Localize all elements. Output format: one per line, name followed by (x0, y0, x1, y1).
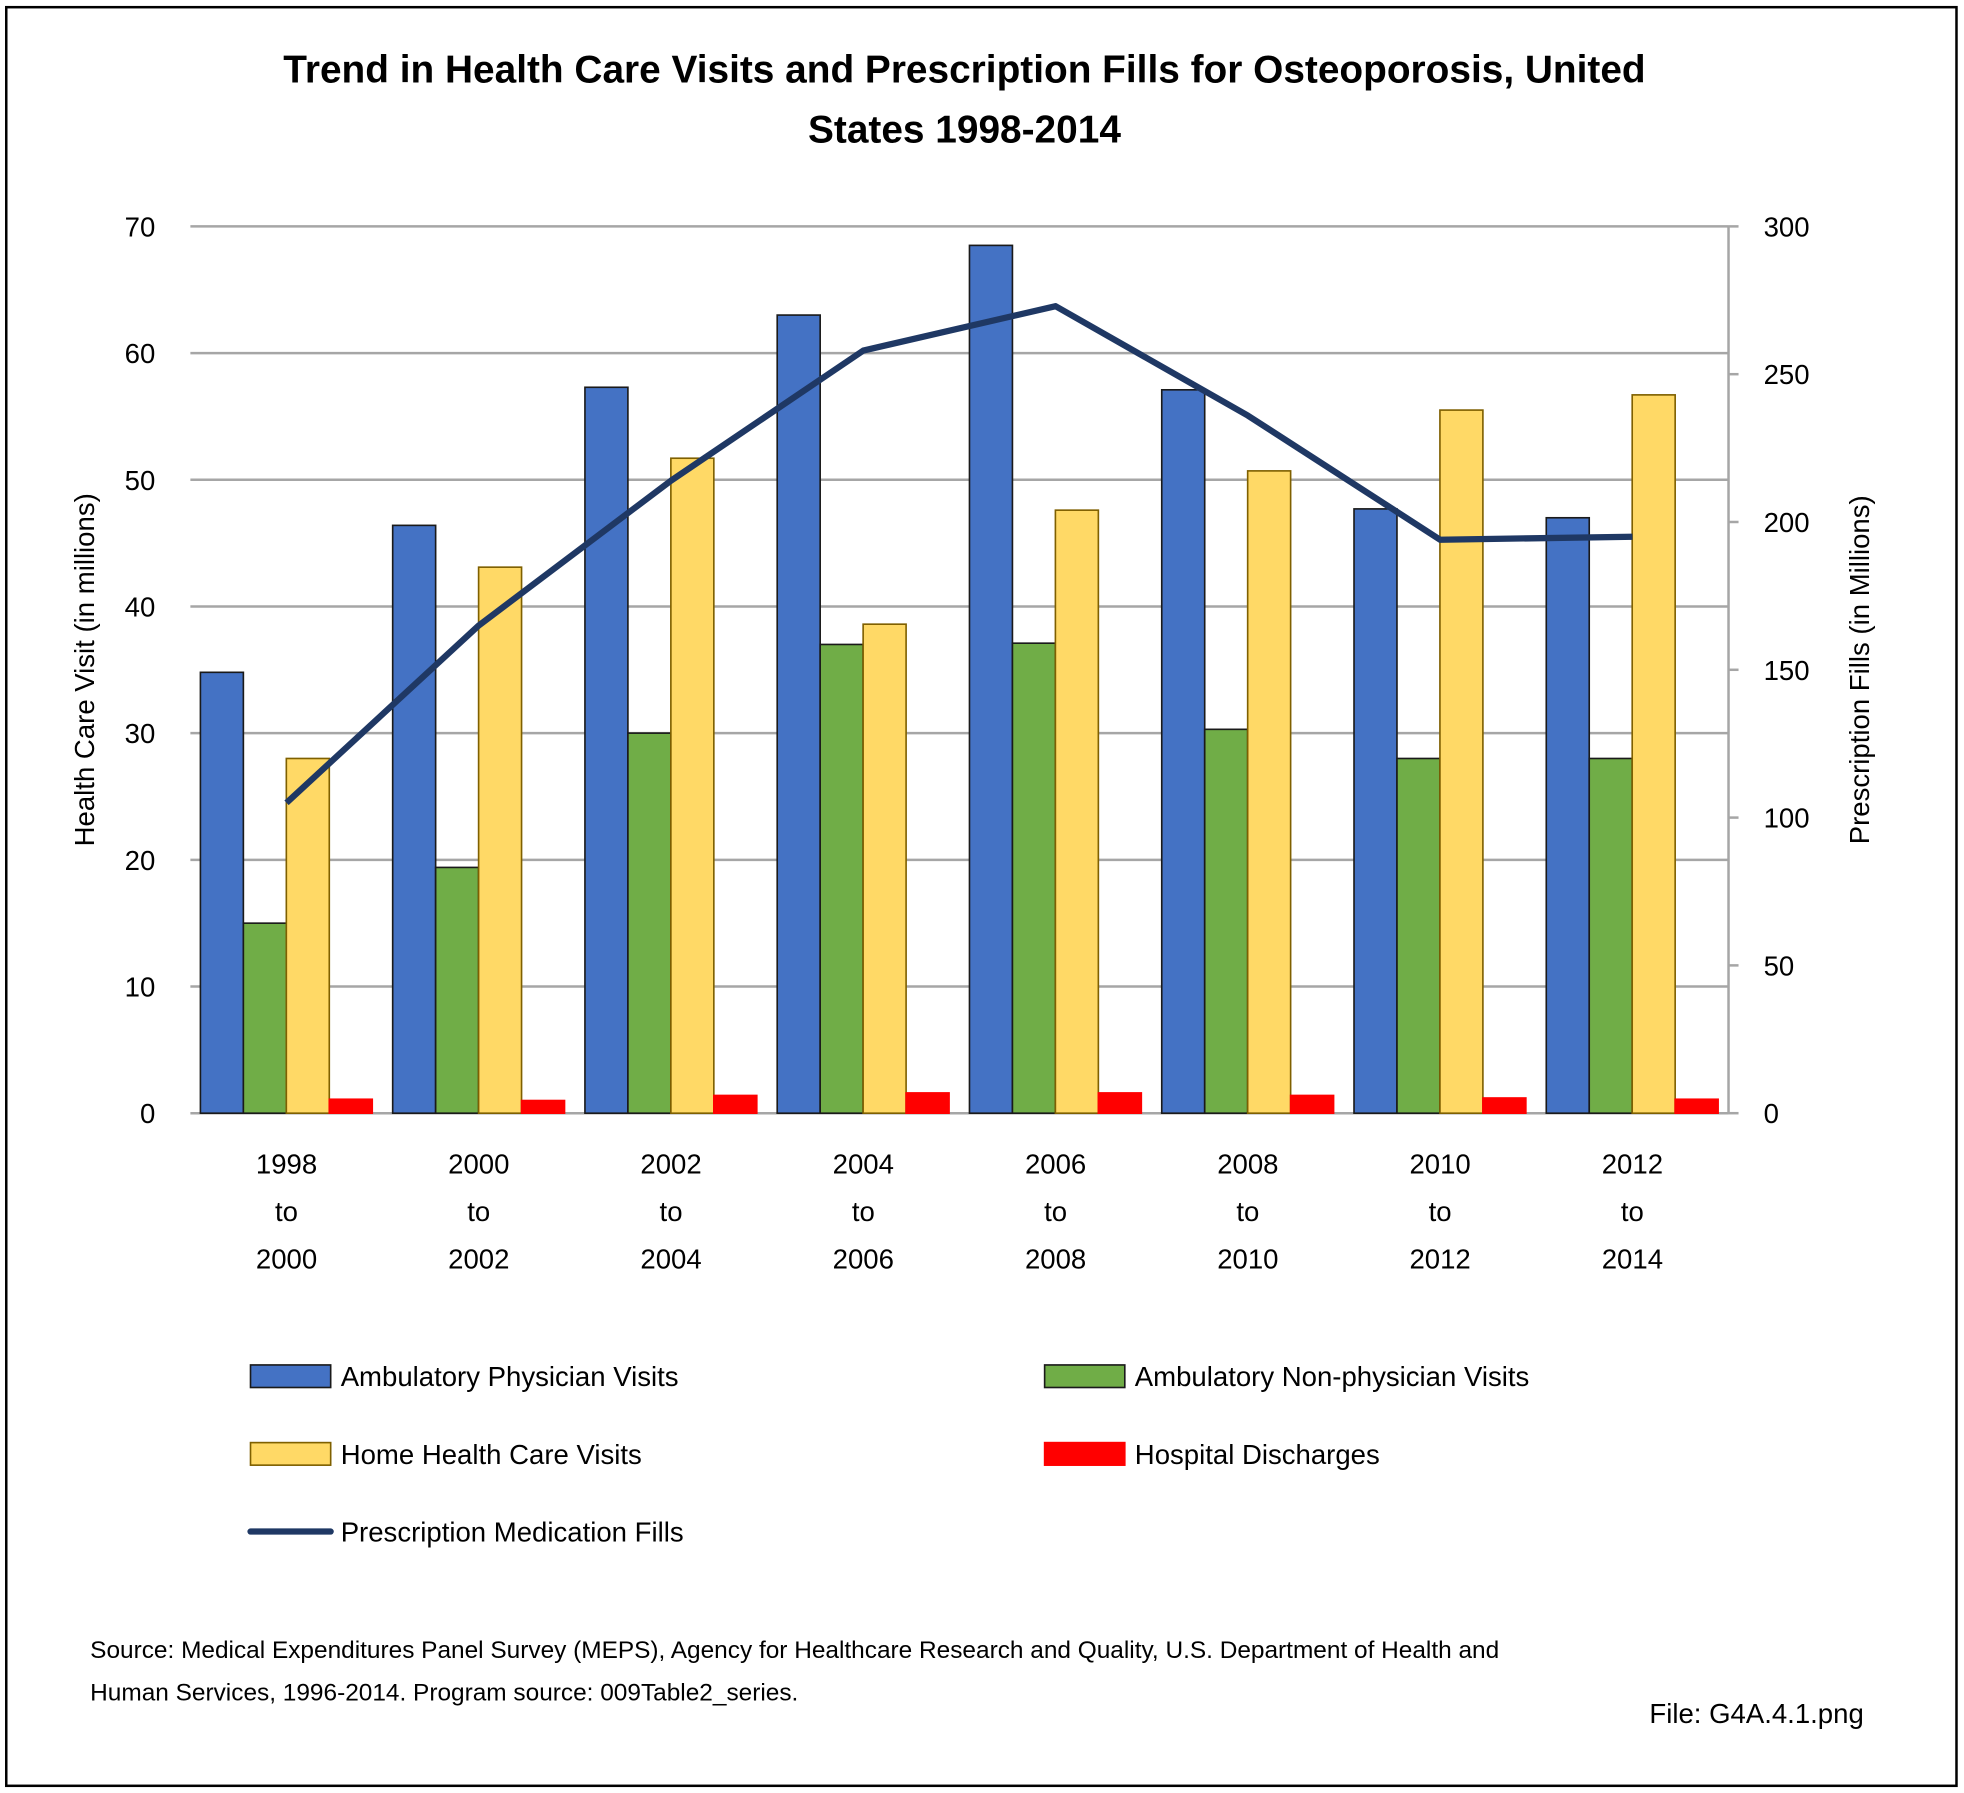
legend-label: Prescription Medication Fills (341, 1517, 684, 1548)
y2-tick-label: 100 (1764, 803, 1810, 834)
chart-title-line-1: Trend in Health Care Visits and Prescrip… (283, 48, 1645, 91)
x-tick-label: 2004 (640, 1244, 701, 1275)
x-tick-label: 2000 (256, 1244, 317, 1275)
y-tick-label: 30 (125, 718, 156, 749)
y2-tick-label: 50 (1764, 950, 1795, 981)
bar-home-health-care-visits (1246, 470, 1292, 1115)
bar-ambulatory-non-physician-visits (1396, 757, 1441, 1115)
y-tick-label: 0 (140, 1098, 155, 1129)
bar-ambulatory-physician-visits (776, 314, 821, 1115)
y2-axis-title: Prescription Fills (in Millions) (1844, 495, 1875, 844)
legend-item: Ambulatory Physician Visits (249, 1361, 679, 1392)
bar-ambulatory-physician-visits (391, 524, 437, 1115)
bar-ambulatory-non-physician-visits (242, 922, 288, 1115)
x-tick-label: 2006 (1025, 1148, 1086, 1179)
bar-hospital-discharges (905, 1092, 950, 1115)
x-tick-label: 2010 (1409, 1148, 1470, 1179)
x-tick-label: to (275, 1196, 298, 1227)
y2-tick-label: 150 (1764, 655, 1810, 686)
bar-hospital-discharges (520, 1099, 566, 1115)
bar-ambulatory-physician-visits (968, 244, 1014, 1115)
bar-home-health-care-visits (1054, 509, 1100, 1115)
bar-ambulatory-physician-visits (1353, 508, 1398, 1115)
x-tick-label: to (467, 1196, 490, 1227)
bar-hospital-discharges (1674, 1098, 1719, 1115)
x-tick-label: 2002 (448, 1244, 509, 1275)
legend-label: Hospital Discharges (1135, 1439, 1380, 1470)
y2-tick-label: 0 (1764, 1098, 1779, 1129)
y-tick-label: 40 (125, 591, 156, 622)
legend-label: Ambulatory Non-physician Visits (1135, 1361, 1530, 1392)
bar-ambulatory-non-physician-visits (1588, 757, 1634, 1115)
bar-ambulatory-non-physician-visits (627, 732, 672, 1115)
bar-home-health-care-visits (862, 623, 907, 1115)
legend-item: Prescription Medication Fills (247, 1517, 684, 1548)
bar-hospital-discharges (1482, 1097, 1527, 1115)
y-tick-label: 10 (125, 972, 156, 1003)
bar-home-health-care-visits (1439, 409, 1484, 1115)
y2-tick-label: 300 (1764, 211, 1810, 242)
y2-tick-label: 250 (1764, 359, 1810, 390)
legend-swatch (249, 1364, 332, 1389)
bar-ambulatory-physician-visits (1160, 388, 1206, 1115)
x-tick-label: 2000 (448, 1148, 509, 1179)
bar-ambulatory-non-physician-visits (434, 866, 480, 1115)
x-tick-label: 2008 (1217, 1148, 1278, 1179)
y2-tick-label: 200 (1764, 507, 1810, 538)
bar-ambulatory-non-physician-visits (1203, 728, 1249, 1115)
bar-ambulatory-non-physician-visits (1011, 642, 1057, 1115)
legend-label: Ambulatory Physician Visits (341, 1361, 679, 1392)
x-tick-label: 2008 (1025, 1244, 1086, 1275)
x-tick-label: 2002 (640, 1148, 701, 1179)
line-prescription-medication-fills (284, 303, 1633, 806)
legend-swatch (249, 1441, 332, 1466)
x-tick-label: 2004 (833, 1148, 894, 1179)
x-tick-label: 2006 (833, 1244, 894, 1275)
bar-ambulatory-physician-visits (584, 386, 629, 1115)
y-axis-title: Health Care Visit (in millions) (69, 493, 100, 846)
bar-hospital-discharges (713, 1094, 758, 1115)
legend-swatch (1043, 1364, 1126, 1389)
x-tick-label: 2012 (1409, 1244, 1470, 1275)
legend-item: Ambulatory Non-physician Visits (1043, 1361, 1530, 1392)
bar-hospital-discharges (1097, 1092, 1143, 1115)
bar-ambulatory-physician-visits (1545, 516, 1591, 1115)
x-tick-label: to (660, 1196, 683, 1227)
x-tick-label: 1998 (256, 1148, 317, 1179)
bar-home-health-care-visits (1631, 394, 1676, 1115)
legend-item: Hospital Discharges (1043, 1439, 1380, 1470)
legend-item: Home Health Care Visits (249, 1439, 642, 1470)
source-line-1: Source: Medical Expenditures Panel Surve… (90, 1637, 1499, 1664)
legend-label: Home Health Care Visits (341, 1439, 642, 1470)
x-tick-label: to (1621, 1196, 1644, 1227)
y-tick-label: 20 (125, 845, 156, 876)
x-tick-label: 2010 (1217, 1244, 1278, 1275)
x-tick-label: to (1044, 1196, 1067, 1227)
source-line-2: Human Services, 1996-2014. Program sourc… (90, 1680, 798, 1707)
y-tick-label: 60 (125, 338, 156, 369)
bar-ambulatory-physician-visits (199, 671, 245, 1115)
bar-home-health-care-visits (670, 457, 715, 1115)
bar-home-health-care-visits (477, 566, 523, 1115)
y-tick-label: 70 (125, 211, 156, 242)
chart-title-line-2: States 1998-2014 (808, 108, 1121, 151)
x-tick-label: to (852, 1196, 875, 1227)
bar-home-health-care-visits (285, 757, 331, 1115)
legend-swatch (1043, 1441, 1126, 1466)
bar-hospital-discharges (1289, 1094, 1335, 1115)
file-label: File: G4A.4.1.png (1649, 1698, 1863, 1729)
x-tick-label: to (1429, 1196, 1452, 1227)
bar-ambulatory-non-physician-visits (819, 643, 864, 1115)
x-tick-label: 2014 (1602, 1244, 1663, 1275)
y-tick-label: 50 (125, 465, 156, 496)
x-tick-label: 2012 (1602, 1148, 1663, 1179)
bar-hospital-discharges (328, 1098, 374, 1115)
x-tick-label: to (1236, 1196, 1259, 1227)
